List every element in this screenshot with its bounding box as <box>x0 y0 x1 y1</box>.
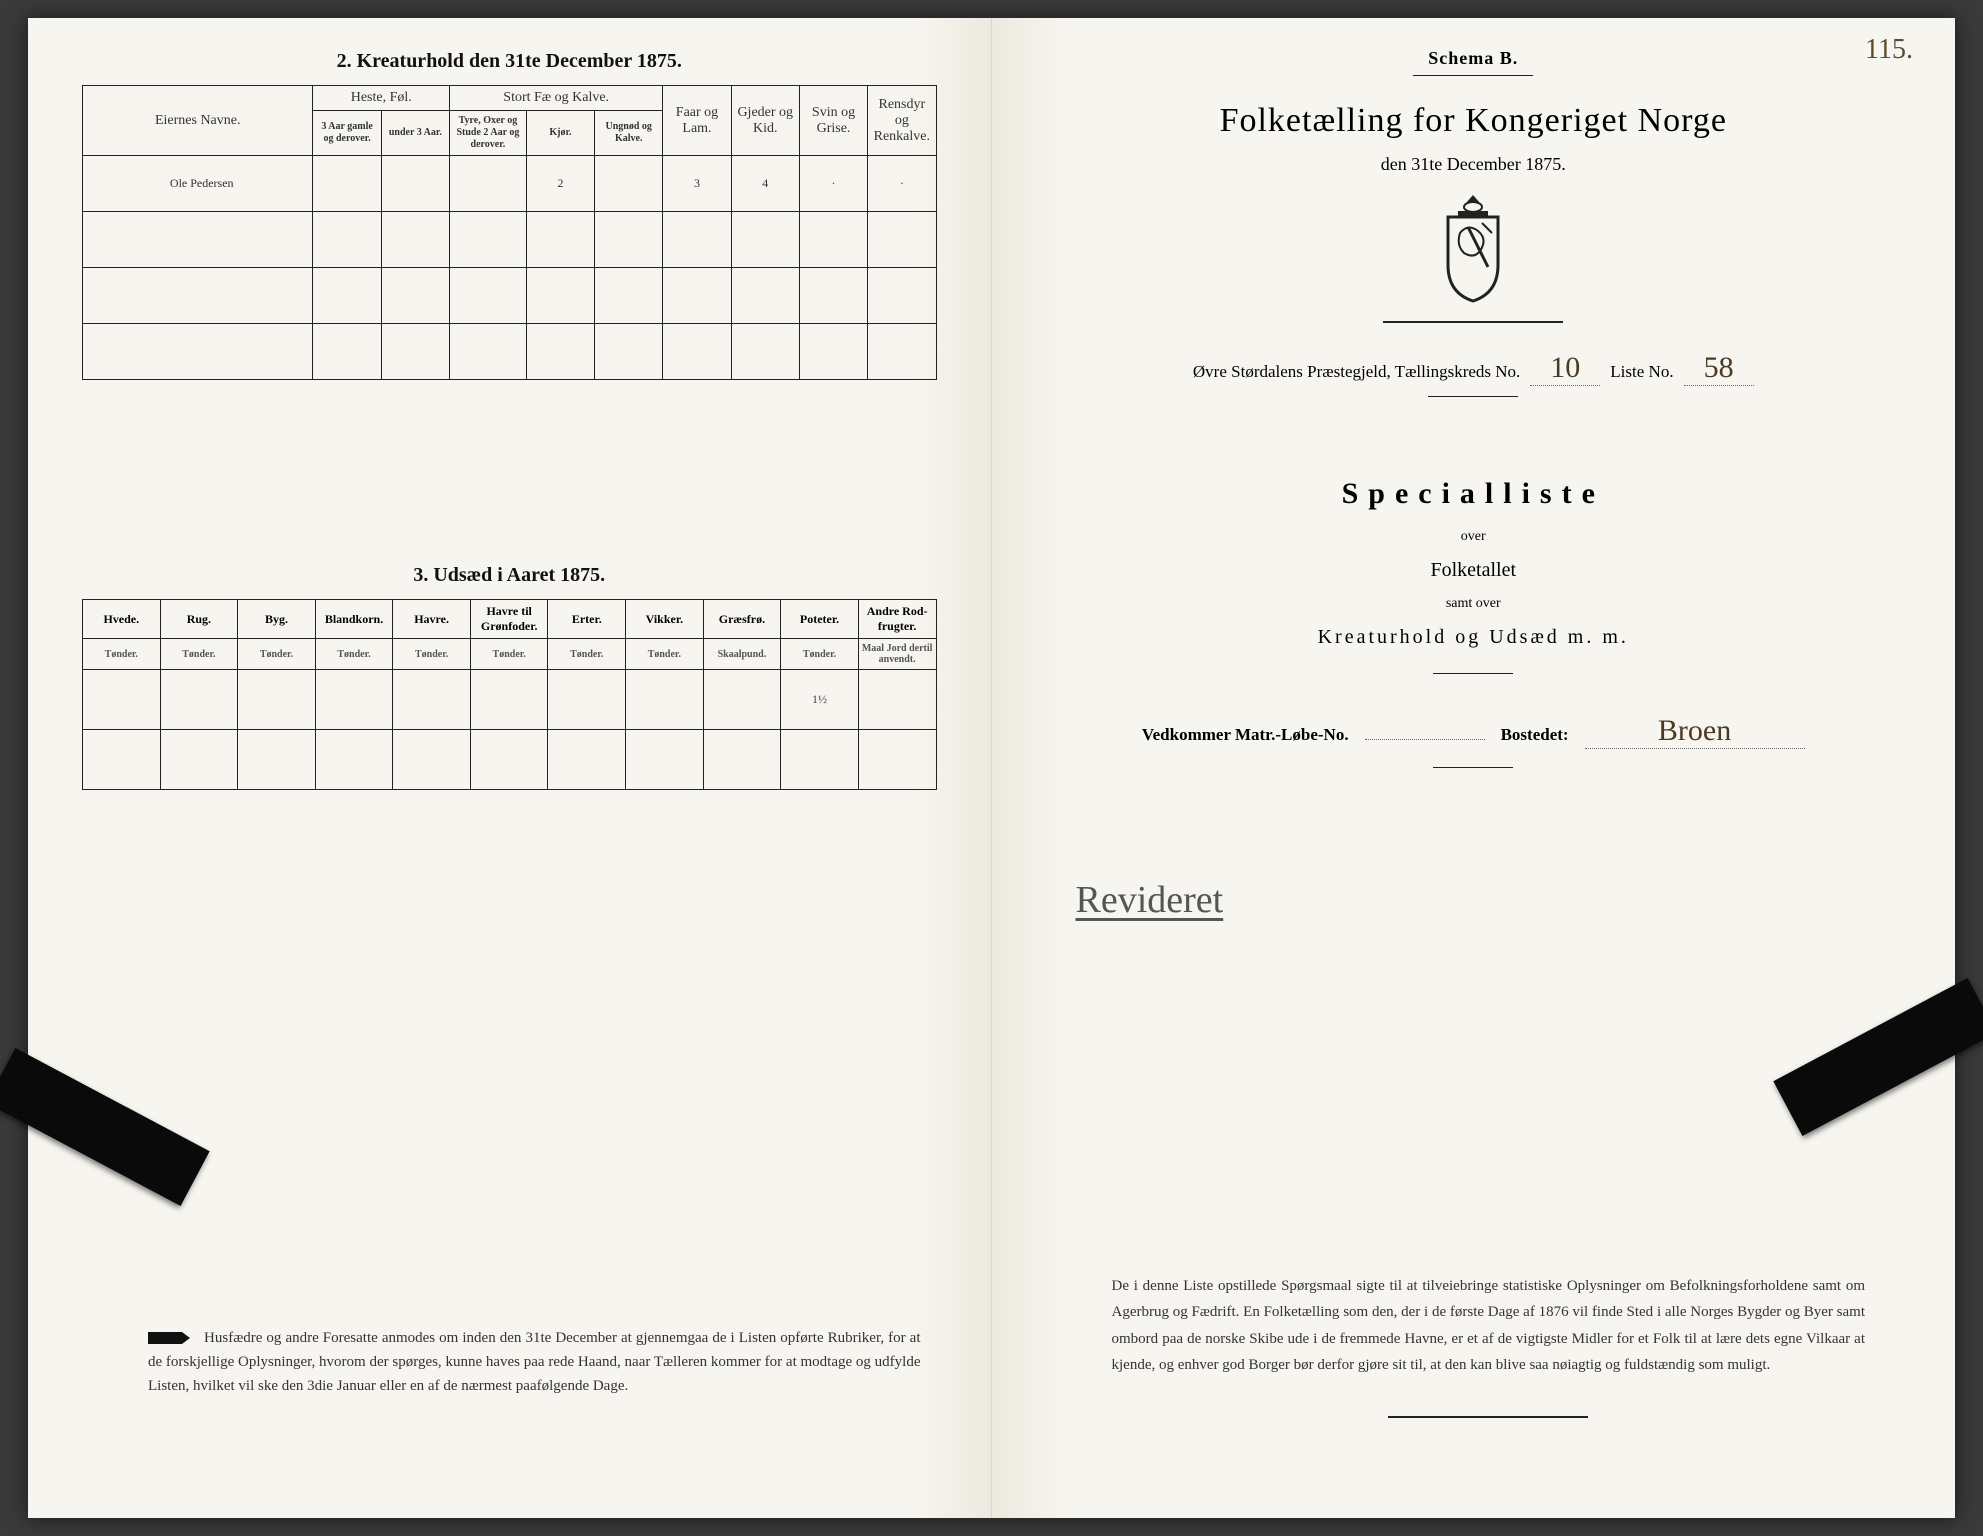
kreds-no: 10 <box>1530 351 1600 386</box>
main-title: Folketælling for Kongeriget Norge <box>1046 102 1902 140</box>
cell-rensdyr: · <box>868 156 936 212</box>
unit: Maal Jord dertil anvendt. <box>858 639 936 670</box>
vedkommer-line: Vedkommer Matr.-Løbe-No. Bostedet: Broen <box>1046 714 1902 749</box>
divider <box>1383 321 1563 323</box>
col-erter: Erter. <box>548 600 626 639</box>
divider <box>1413 75 1533 76</box>
cell-poteter: 1½ <box>781 670 859 730</box>
section3-title: 3. Udsæd i Aaret 1875. <box>82 564 937 587</box>
col-eier: Eiernes Navne. <box>83 86 313 156</box>
table-row <box>83 324 937 380</box>
table-row <box>83 730 937 790</box>
liste-no: 58 <box>1684 351 1754 386</box>
unit: Tønder. <box>393 639 471 670</box>
table-row: Ole Pedersen 2 3 4 · · <box>83 156 937 212</box>
cell <box>450 156 527 212</box>
col-rensdyr: Rensdyr og Renkalve. <box>868 86 936 156</box>
col-graesfro: Græsfrø. <box>703 600 781 639</box>
kreaturhold-table: Eiernes Navne. Heste, Føl. Stort Fæ og K… <box>82 85 937 380</box>
col-stortfae: Stort Fæ og Kalve. <box>450 86 663 111</box>
samt-over-label: samt over <box>1046 596 1902 612</box>
cell-gjeder: 4 <box>731 156 799 212</box>
unit: Skaalpund. <box>703 639 781 670</box>
specialliste-heading: Specialliste <box>1046 477 1902 511</box>
folketallet-label: Folketallet <box>1046 559 1902 582</box>
col-heste: Heste, Føl. <box>313 86 450 111</box>
col-andre: Andre Rod-frugter. <box>858 600 936 639</box>
revideret-stamp: Revideret <box>1076 878 1902 922</box>
unit: Tønder. <box>548 639 626 670</box>
cell <box>595 156 663 212</box>
subtitle: den 31te December 1875. <box>1046 154 1902 175</box>
unit: Tønder. <box>83 639 161 670</box>
folio-number: 115. <box>1865 34 1913 66</box>
unit: Tønder. <box>781 639 859 670</box>
divider <box>1433 767 1513 768</box>
coat-of-arms-icon <box>1430 193 1516 303</box>
col-rug: Rug. <box>160 600 238 639</box>
col-poteter: Poteter. <box>781 600 859 639</box>
cell-faar: 3 <box>663 156 731 212</box>
col-stort-sub1: Tyre, Oxer og Stude 2 Aar og derover. <box>450 111 527 156</box>
left-footer-text: Husfædre og andre Foresatte anmodes om i… <box>148 1330 921 1394</box>
right-footer-text: De i denne Liste opstillede Spørgsmaal s… <box>1112 1278 1866 1373</box>
table-row <box>83 268 937 324</box>
col-faar: Faar og Lam. <box>663 86 731 156</box>
matr-no <box>1365 739 1485 740</box>
owner-name: Ole Pedersen <box>83 156 313 212</box>
cell <box>313 156 381 212</box>
unit: Tønder. <box>238 639 316 670</box>
parish-label: Øvre Størdalens Præstegjeld, Tællingskre… <box>1193 362 1520 382</box>
divider <box>1433 673 1513 674</box>
col-hvede: Hvede. <box>83 600 161 639</box>
kreaturhold-line: Kreaturhold og Udsæd m. m. <box>1046 626 1902 649</box>
vedkommer-label: Vedkommer Matr.-Løbe-No. <box>1142 725 1349 745</box>
col-havre-gron: Havre til Grønfoder. <box>470 600 548 639</box>
cell-svin: · <box>799 156 867 212</box>
unit: Tønder. <box>626 639 704 670</box>
parish-line: Øvre Størdalens Præstegjeld, Tællingskre… <box>1046 351 1902 386</box>
schema-label: Schema B. <box>1046 48 1902 69</box>
col-heste-sub1: 3 Aar gamle og derover. <box>313 111 381 156</box>
col-gjeder: Gjeder og Kid. <box>731 86 799 156</box>
left-footer-note: Husfædre og andre Foresatte anmodes om i… <box>148 1326 921 1398</box>
pointing-hand-icon <box>148 1326 192 1350</box>
col-svin: Svin og Grise. <box>799 86 867 156</box>
table-row <box>83 212 937 268</box>
cell <box>381 156 449 212</box>
left-page: 2. Kreaturhold den 31te December 1875. E… <box>28 18 992 1518</box>
right-page: 115. Schema B. Folketælling for Kongerig… <box>992 18 1956 1518</box>
udsaed-table: Hvede. Rug. Byg. Blandkorn. Havre. Havre… <box>82 599 937 790</box>
bostedet-label: Bostedet: <box>1501 725 1569 745</box>
col-byg: Byg. <box>238 600 316 639</box>
col-blandkorn: Blandkorn. <box>315 600 393 639</box>
bostedet-value: Broen <box>1585 714 1805 749</box>
divider <box>1428 396 1518 397</box>
cell-kjor: 2 <box>526 156 594 212</box>
section2-title: 2. Kreaturhold den 31te December 1875. <box>82 50 937 73</box>
divider <box>1388 1416 1588 1418</box>
col-vikker: Vikker. <box>626 600 704 639</box>
unit: Tønder. <box>160 639 238 670</box>
over-label: over <box>1046 529 1902 545</box>
col-stort-sub3: Ungnød og Kalve. <box>595 111 663 156</box>
unit: Tønder. <box>315 639 393 670</box>
col-heste-sub2: under 3 Aar. <box>381 111 449 156</box>
col-havre: Havre. <box>393 600 471 639</box>
table-row: 1½ <box>83 670 937 730</box>
col-stort-sub2: Kjør. <box>526 111 594 156</box>
liste-label: Liste No. <box>1610 362 1673 382</box>
book-spread: 2. Kreaturhold den 31te December 1875. E… <box>28 18 1955 1518</box>
right-footer-note: De i denne Liste opstillede Spørgsmaal s… <box>1112 1273 1866 1418</box>
unit: Tønder. <box>470 639 548 670</box>
